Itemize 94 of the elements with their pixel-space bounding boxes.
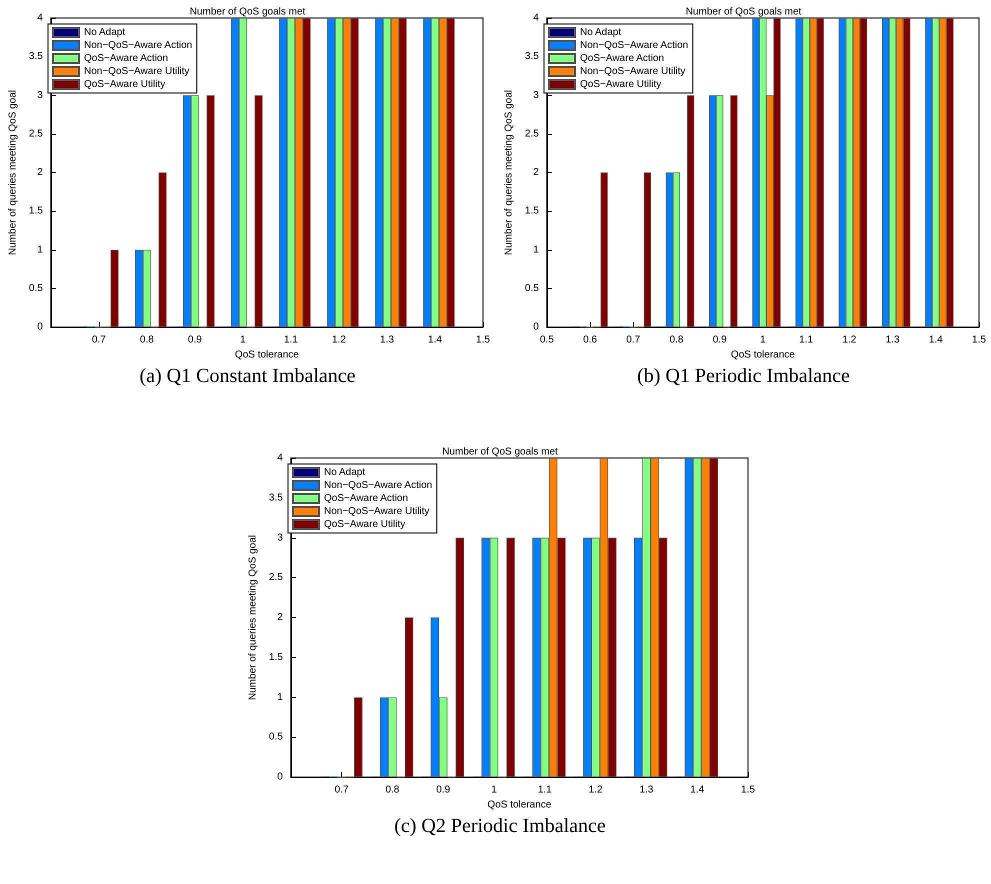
y-tick-label: 2 [277,612,284,624]
legend-label: QoS−Aware Action [580,53,664,64]
legend-label: Non−QoS−Aware Utility [84,66,190,77]
y-tick-label: 4 [37,12,44,24]
legend-label: QoS−Aware Action [324,493,408,504]
x-axis-title: QoS tolerance [487,800,552,810]
x-tick-label: 0.6 [583,334,598,346]
x-tick-label: 0.7 [626,334,641,346]
chart-title: Number of QoS goals met [442,446,558,458]
y-tick-label: 2 [533,167,540,178]
y-tick-label: 3 [533,90,540,101]
y-tick-label: 0.5 [524,282,540,294]
x-tick-label: 0.9 [188,334,202,346]
x-tick-label: 0.7 [92,334,106,346]
x-tick-label: 0.8 [385,784,400,796]
x-tick-label: 1.3 [380,334,394,346]
y-axis-title: Number of queries meeting QoS goal [504,90,514,256]
y-tick-label: 4 [533,12,540,24]
bar [506,538,515,778]
y-tick-label: 4 [277,452,284,464]
bar [206,95,215,328]
legend-label: No Adapt [324,467,366,478]
legend-label: QoS−Aware Utility [324,519,406,530]
bar [687,95,694,328]
x-tick-label: 1.5 [972,334,986,346]
x-tick-label: 1 [760,334,766,346]
y-axis-title: Number of queries meeting QoS goal [248,535,258,700]
x-axis-title: QoS tolerance [234,350,300,360]
y-tick-label: 0.5 [28,282,44,294]
x-tick-label: 1.1 [799,334,814,346]
y-tick-label: 3.5 [524,51,540,62]
bar [158,172,167,328]
y-tick-label: 3.5 [28,51,44,62]
y-tick-label: 2.5 [268,572,284,584]
y-tick-label: 1 [533,244,540,256]
legend-label: Non−QoS−Aware Action [324,480,432,491]
chart-title: Number of QoS goals met [686,6,802,18]
y-tick-label: 2.5 [28,128,44,140]
x-tick-label: 0.8 [140,334,154,346]
bar [730,95,738,328]
x-tick-label: 1.1 [538,784,552,796]
legend-label: QoS−Aware Utility [84,79,166,90]
y-tick-label: 0 [37,322,44,333]
x-tick-label: 1 [240,334,246,346]
y-tick-label: 3 [37,90,44,101]
text: (a) Q1 Constant Imbalance [138,365,357,388]
y-tick-label: 1 [277,692,284,703]
legend-label: Non−QoS−Aware Utility [324,506,430,517]
x-tick-label: 1.4 [690,784,705,796]
y-tick-label: 0 [277,772,284,783]
x-tick-label: 0.9 [436,784,451,796]
y-tick-label: 0.5 [268,732,284,743]
x-tick-label: 1.3 [886,334,900,346]
legend-label: QoS−Aware Action [84,53,168,64]
legend-label: No Adapt [580,27,622,38]
x-tick-label: 0.9 [712,334,728,346]
y-tick-label: 1 [37,244,44,256]
y-tick-label: 1.5 [524,206,540,217]
x-tick-label: 0.8 [670,334,684,346]
legend-label: Non−QoS−Aware Action [84,40,192,51]
x-tick-label: 1.2 [842,334,857,346]
text: (b) Q1 Periodic Imbalance [636,365,851,388]
bar [354,697,362,778]
x-axis-title: QoS tolerance [730,350,796,360]
y-axis-title: Number of queries meeting QoS goal [8,90,18,256]
bar [110,250,119,328]
bar [644,172,651,328]
x-tick-label: 1.4 [428,334,442,346]
legend-label: QoS−Aware Utility [580,79,662,90]
chart-title: Number of QoS goals met [190,6,306,18]
y-tick-label: 2.5 [524,128,540,140]
y-tick-label: 1.5 [28,206,44,217]
x-tick-label: 1.1 [284,334,298,346]
y-tick-label: 3.5 [268,492,284,504]
x-tick-label: 1.2 [332,334,346,346]
y-tick-label: 0 [533,322,540,333]
y-tick-label: 2 [37,167,44,178]
x-tick-label: 1 [491,784,498,796]
x-tick-label: 1.3 [639,784,654,796]
legend-label: No Adapt [84,27,126,38]
y-tick-label: 3 [277,532,284,544]
x-tick-label: 0.7 [334,784,349,796]
bar [600,172,608,328]
x-tick-label: 1.5 [741,784,756,796]
bar [254,95,263,328]
x-tick-label: 1.2 [588,784,603,796]
x-tick-label: 1.4 [928,334,944,346]
legend-label: Non−QoS−Aware Utility [580,66,686,77]
x-tick-label: 1.5 [476,334,490,346]
legend-label: Non−QoS−Aware Action [580,40,688,51]
text: (c) Q2 Periodic Imbalance [393,815,607,838]
bar [456,538,464,778]
bar [404,618,414,778]
y-tick-label: 1.5 [268,652,284,663]
